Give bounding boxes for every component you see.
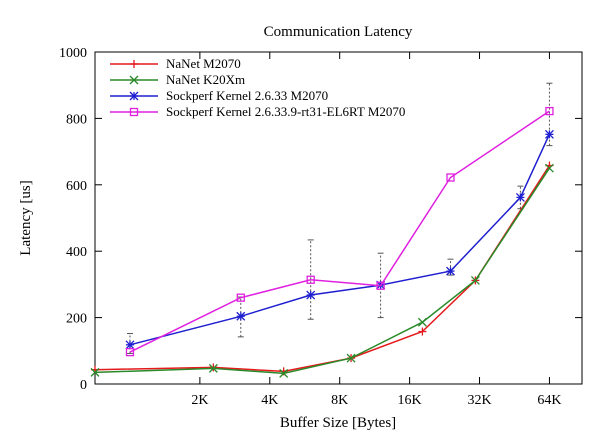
- x-tick-label: 8K: [331, 393, 348, 408]
- x-tick-label: 2K: [191, 393, 208, 408]
- x-tick-label: 16K: [398, 393, 422, 408]
- data-point: [129, 107, 139, 117]
- data-point: [544, 163, 554, 173]
- legend-entry: Sockperf Kernel 2.6.33 M2070: [110, 88, 328, 103]
- series-4: [125, 106, 554, 357]
- x-tick-label: 4K: [261, 393, 278, 408]
- y-tick-label: 1000: [59, 46, 87, 61]
- series-3: [125, 129, 554, 350]
- data-point: [130, 60, 138, 68]
- series-2: [90, 163, 554, 378]
- series-line: [129, 133, 551, 346]
- y-tick-label: 600: [66, 179, 87, 194]
- data-point: [306, 275, 315, 284]
- legend-label: NaNet M2070: [166, 56, 241, 71]
- data-point: [236, 311, 246, 321]
- data-point: [236, 293, 245, 302]
- y-tick-label: 400: [66, 245, 87, 260]
- x-tick-label: 32K: [467, 393, 491, 408]
- data-point: [209, 363, 218, 372]
- chart-title: Communication Latency: [264, 24, 413, 40]
- series-group: [90, 106, 554, 378]
- data-point: [129, 91, 139, 101]
- y-axis-ticks: 0 200 400 600 800 1000: [59, 46, 582, 393]
- plot-frame: [94, 51, 583, 385]
- error-bar: [307, 239, 314, 320]
- legend-label: Sockperf Kernel 2.6.33 M2070: [166, 88, 328, 103]
- legend-entry: NaNet K20Xm: [110, 72, 245, 87]
- data-point: [346, 353, 356, 363]
- data-point: [470, 275, 480, 285]
- y-axis-label: Latency [us]: [18, 180, 34, 255]
- data-point: [208, 363, 218, 373]
- y-tick-label: 800: [66, 112, 87, 127]
- data-point: [129, 75, 139, 85]
- x-axis-ticks: 2K 4K 8K 16K 32K 64K: [191, 52, 561, 408]
- data-point: [544, 129, 554, 139]
- legend-entry: Sockperf Kernel 2.6.33.9-rt31-EL6RT M207…: [110, 104, 405, 119]
- error-bars: [126, 82, 553, 354]
- series-line: [129, 110, 550, 353]
- legend-entry: NaNet M2070: [110, 56, 241, 71]
- y-tick-label: 200: [66, 312, 87, 327]
- data-point: [376, 281, 385, 290]
- data-point: [306, 290, 316, 300]
- y-tick-label: 0: [80, 378, 87, 393]
- error-bar: [546, 82, 553, 147]
- x-tick-label: 64K: [537, 393, 561, 408]
- legend-label: Sockperf Kernel 2.6.33.9-rt31-EL6RT M207…: [166, 104, 405, 119]
- data-point: [125, 347, 135, 357]
- data-point: [446, 173, 455, 182]
- data-point: [515, 192, 525, 202]
- x-axis-label: Buffer Size [Bytes]: [280, 415, 396, 431]
- data-point: [90, 367, 100, 377]
- legend-label: NaNet K20Xm: [166, 72, 245, 87]
- data-point: [446, 266, 455, 276]
- data-point: [279, 368, 289, 378]
- series-line: [94, 167, 551, 375]
- series-line: [94, 165, 551, 373]
- data-point: [417, 317, 427, 327]
- data-point: [545, 106, 554, 116]
- data-point: [125, 340, 135, 350]
- data-point: [418, 327, 427, 336]
